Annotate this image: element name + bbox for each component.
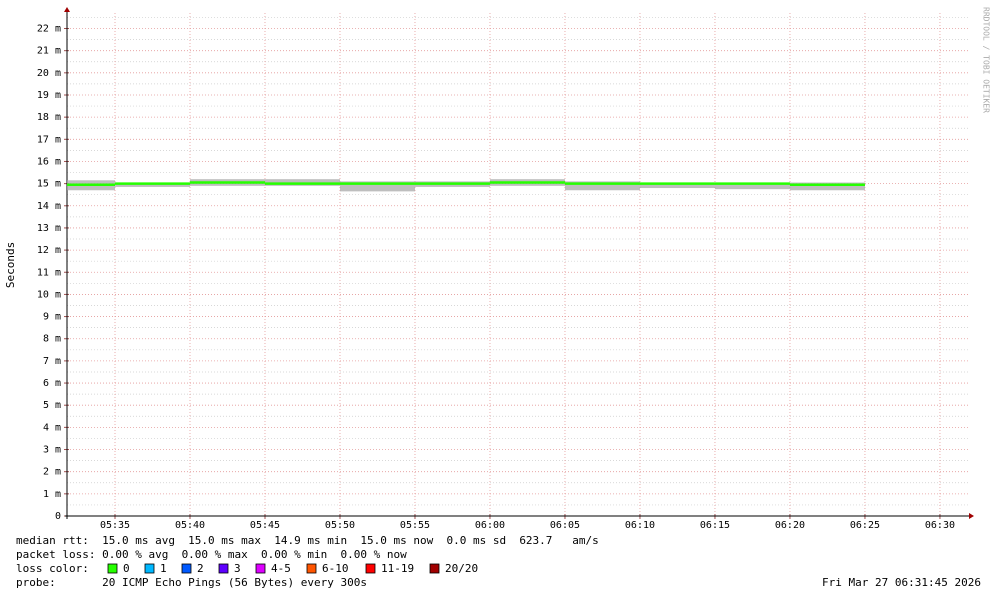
x-tick-label: 06:00 — [475, 520, 505, 531]
smoke-band — [339, 181, 415, 192]
y-tick-label: 22 m — [37, 24, 61, 35]
watermark: RRDTOOL / TOBI OETIKER — [982, 7, 991, 113]
x-tick-label: 06:15 — [700, 520, 730, 531]
y-tick-label: 13 m — [37, 223, 61, 234]
smoke-band — [639, 182, 715, 189]
y-tick-label: 2 m — [43, 467, 61, 478]
x-tick-label: 05:35 — [100, 520, 130, 531]
y-tick-label: 0 — [55, 511, 61, 522]
axis-arrow — [969, 513, 974, 519]
stats-line: packet loss: 0.00 % avg 0.00 % max 0.00 … — [16, 548, 407, 561]
legend-swatch — [144, 563, 155, 574]
legend-label: 20/20 — [445, 562, 478, 575]
y-tick-label: 4 m — [43, 422, 61, 433]
legend-swatch — [429, 563, 440, 574]
y-tick-label: 1 m — [43, 489, 61, 500]
legend-label: 3 — [234, 562, 241, 575]
legend-label: 4-5 — [271, 562, 291, 575]
y-tick-label: 16 m — [37, 156, 61, 167]
y-tick-label: 6 m — [43, 378, 61, 389]
legend-label: 0 — [123, 562, 130, 575]
stats-line: median rtt: 15.0 ms avg 15.0 ms max 14.9… — [16, 534, 599, 547]
y-tick-label: 19 m — [37, 90, 61, 101]
x-tick-label: 06:25 — [850, 520, 880, 531]
smoke-band — [714, 182, 790, 190]
y-tick-label: 10 m — [37, 289, 61, 300]
y-tick-label: 20 m — [37, 68, 61, 79]
y-tick-label: 21 m — [37, 46, 61, 57]
probe-line: probe: 20 ICMP Echo Pings (56 Bytes) eve… — [16, 576, 367, 589]
y-tick-label: 7 m — [43, 356, 61, 367]
x-tick-label: 06:30 — [925, 520, 955, 531]
y-tick-label: 3 m — [43, 445, 61, 456]
smoke-band — [564, 181, 640, 191]
x-tick-label: 06:10 — [625, 520, 655, 531]
x-tick-label: 05:50 — [325, 520, 355, 531]
timestamp: Fri Mar 27 06:31:45 2026 — [822, 576, 981, 589]
loss-label: loss color: — [16, 562, 89, 575]
y-tick-label: 17 m — [37, 134, 61, 145]
legend-swatch — [181, 563, 192, 574]
legend-label: 1 — [160, 562, 167, 575]
y-tick-label: 18 m — [37, 112, 61, 123]
y-tick-label: 5 m — [43, 400, 61, 411]
y-tick-label: 12 m — [37, 245, 61, 256]
y-tick-label: 9 m — [43, 312, 61, 323]
legend-label: 6-10 — [322, 562, 349, 575]
x-tick-label: 05:40 — [175, 520, 205, 531]
y-tick-label: 15 m — [37, 179, 61, 190]
legend-swatch — [255, 563, 266, 574]
x-tick-label: 05:55 — [400, 520, 430, 531]
axis-arrow — [64, 7, 70, 12]
legend-swatch — [107, 563, 118, 574]
x-tick-label: 06:05 — [550, 520, 580, 531]
y-tick-label: 8 m — [43, 334, 61, 345]
y-tick-label: 14 m — [37, 201, 61, 212]
legend-label: 2 — [197, 562, 204, 575]
x-tick-label: 06:20 — [775, 520, 805, 531]
x-tick-label: 05:45 — [250, 520, 280, 531]
y-tick-label: 11 m — [37, 267, 61, 278]
smoke-band — [789, 182, 865, 191]
legend-swatch — [365, 563, 376, 574]
y-axis-label: Seconds — [4, 242, 17, 288]
legend-swatch — [306, 563, 317, 574]
legend-label: 11-19 — [381, 562, 414, 575]
legend-swatch — [218, 563, 229, 574]
